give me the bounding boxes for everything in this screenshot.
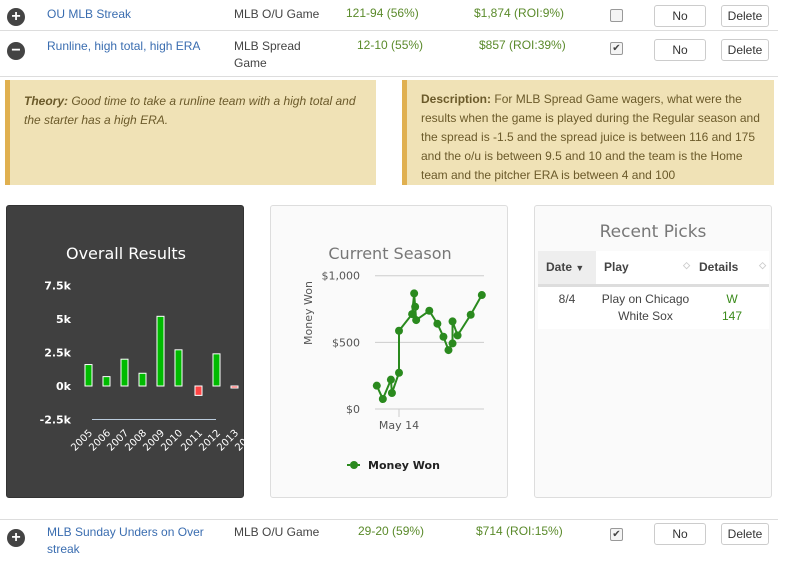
system-profit: $714 (ROI:15%) — [476, 524, 563, 538]
y-tick-label: 0k — [56, 380, 72, 393]
pick-row: 8/4 Play on Chicago White Sox W 147 — [538, 285, 769, 329]
system-row: + MLB Sunday Unders on Over streak MLB O… — [0, 519, 778, 564]
bar — [194, 385, 203, 396]
recent-picks-table: Date ▼ Play ◇ Details ◇ 8/4 Play on Chicag… — [538, 251, 769, 329]
no-button[interactable]: No — [654, 5, 706, 27]
system-checkbox[interactable]: ✔ — [610, 42, 623, 55]
system-row: − Runline, high total, high ERA MLB Spre… — [0, 31, 778, 77]
pick-details: W 147 — [695, 285, 769, 329]
bar — [102, 376, 111, 387]
delete-button[interactable]: Delete — [721, 523, 769, 545]
system-checkbox[interactable]: ✔ — [610, 528, 623, 541]
x-tick-label: 2010 — [159, 428, 185, 454]
y-tick-label: 7.5k — [44, 280, 71, 293]
y-tick-label: 5k — [56, 313, 72, 326]
recent-picks-title: Recent Picks — [599, 222, 707, 242]
data-point — [411, 302, 420, 311]
sort-icon: ◇ — [759, 260, 766, 271]
system-row: + OU MLB Streak MLB O/U Game 121-94 (56%… — [0, 0, 778, 31]
description-text: For MLB Spread Game wagers, what were th… — [421, 92, 760, 182]
no-button[interactable]: No — [654, 39, 706, 61]
chart-title: Current Season — [328, 244, 451, 263]
bar — [138, 372, 147, 387]
bar — [230, 385, 239, 389]
column-header-date[interactable]: Date ▼ — [538, 251, 596, 285]
system-name-link[interactable]: MLB Sunday Unders on Over streak — [47, 525, 204, 556]
y-tick-label: 2.5k — [44, 347, 71, 360]
system-type: MLB O/U Game — [234, 525, 320, 539]
data-point — [372, 381, 381, 390]
y-tick-label: -2.5k — [40, 414, 72, 427]
data-point — [412, 316, 421, 325]
bar — [120, 358, 129, 387]
expand-icon[interactable]: + — [7, 529, 25, 547]
delete-button[interactable]: Delete — [721, 5, 769, 27]
bar — [84, 364, 93, 387]
pick-amount: 147 — [721, 308, 743, 323]
sort-desc-icon: ▼ — [575, 263, 585, 274]
system-type: MLB Spread Game — [234, 39, 301, 70]
theory-text: Good time to take a runline team with a … — [24, 94, 356, 127]
collapse-icon[interactable]: − — [7, 42, 25, 60]
recent-picks-panel: Recent Picks Date ▼ Play ◇ Details ◇ 8/4 P… — [534, 205, 772, 498]
system-profit: $1,874 (ROI:9%) — [474, 6, 565, 20]
pick-play: Play on Chicago White Sox — [601, 291, 690, 323]
legend-marker — [350, 461, 358, 469]
data-point — [433, 319, 442, 328]
pick-date: 8/4 — [558, 291, 576, 306]
data-point — [448, 339, 457, 348]
system-checkbox[interactable] — [610, 9, 623, 22]
overall-results-panel: Overall Results 7.5k 5k 2.5k 0k -2.5k 2005 2006… — [6, 205, 259, 498]
overall-results-chart: Overall Results7.5k5k2.5k0k-2.5k20052006… — [40, 244, 259, 454]
bar — [174, 349, 183, 387]
sort-icon: ◇ — [683, 260, 690, 271]
data-point — [410, 289, 419, 298]
description-box: Description: For MLB Spread Game wagers,… — [402, 80, 774, 185]
legend-label: Money Won — [368, 459, 440, 472]
data-point — [378, 395, 387, 404]
description-label: Description: — [421, 92, 492, 106]
data-point — [448, 317, 457, 326]
theory-label: Theory: — [24, 94, 69, 108]
data-point — [466, 310, 475, 319]
data-point — [425, 306, 434, 315]
system-record: 12-10 (55%) — [357, 38, 424, 52]
data-point — [395, 368, 403, 377]
column-header-play[interactable]: Play ◇ — [596, 251, 695, 285]
data-point — [386, 375, 395, 384]
y-tick-label: $1,000 — [322, 270, 361, 283]
y-tick-label: $0 — [346, 403, 360, 416]
system-name-link[interactable]: Runline, high total, high ERA — [47, 39, 201, 53]
data-point — [477, 291, 486, 300]
system-type: MLB O/U Game — [234, 7, 320, 21]
system-profit: $857 (ROI:39%) — [479, 38, 566, 52]
expand-icon[interactable]: + — [7, 8, 25, 26]
delete-button[interactable]: Delete — [721, 39, 769, 61]
system-name-link[interactable]: OU MLB Streak — [47, 7, 132, 21]
data-point — [439, 332, 448, 341]
data-point — [444, 346, 453, 355]
data-point — [387, 389, 396, 398]
no-button[interactable]: No — [654, 523, 706, 545]
column-header-details[interactable]: Details ◇ — [695, 251, 769, 285]
x-tick-label: May 14 — [379, 419, 419, 432]
bar — [156, 315, 165, 387]
chart-title: Overall Results — [66, 244, 186, 263]
system-record: 29-20 (59%) — [358, 524, 425, 538]
pick-result: W — [726, 291, 738, 306]
y-tick-label: $500 — [332, 336, 360, 349]
system-record: 121-94 (56%) — [346, 6, 419, 20]
current-season-chart: Current Season $1,000 $500 $0 Money Won May 1… — [302, 244, 486, 472]
data-point — [395, 326, 403, 335]
bar — [212, 353, 221, 387]
theory-box: Theory: Good time to take a runline team… — [5, 80, 376, 185]
current-season-panel: Current Season $1,000 $500 $0 Money Won May 1… — [270, 205, 508, 498]
data-point — [453, 331, 462, 340]
data-point — [408, 310, 417, 319]
y-axis-label: Money Won — [302, 281, 315, 345]
